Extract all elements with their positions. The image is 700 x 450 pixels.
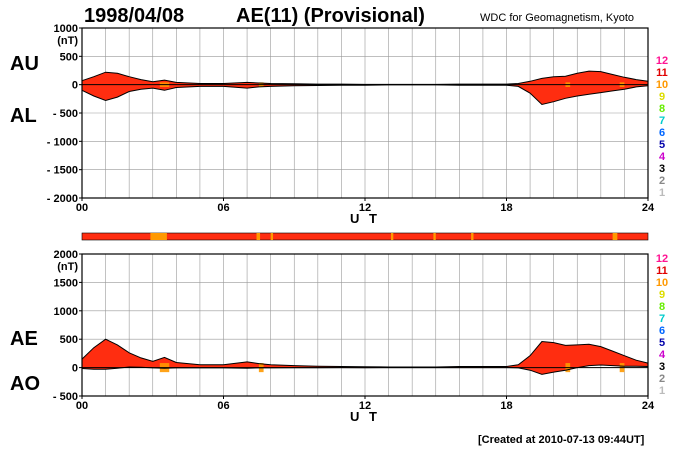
grid-lines bbox=[82, 254, 648, 396]
x-axis-label: U T bbox=[350, 409, 380, 424]
legend-item: 5 bbox=[659, 139, 665, 151]
area-fill bbox=[82, 71, 648, 105]
legend-item: 6 bbox=[659, 127, 665, 139]
y-tick-label: 0 bbox=[72, 80, 78, 92]
x-tick-label: 24 bbox=[642, 400, 655, 412]
x-tick-label: 12 bbox=[359, 202, 371, 214]
data-source-label: WDC for Geomagnetism, Kyoto bbox=[480, 12, 634, 24]
activity-bar-segment bbox=[471, 233, 474, 240]
activity-bar-segment bbox=[270, 233, 274, 240]
y-tick-label: 1000 bbox=[54, 306, 78, 318]
y-tick-label: 0 bbox=[72, 363, 78, 375]
x-tick-label: 18 bbox=[500, 202, 512, 214]
series-label-upper: AU bbox=[10, 53, 39, 75]
y-tick-label: 1500 bbox=[54, 277, 78, 289]
legend-item: 3 bbox=[659, 361, 665, 373]
legend-item: 10 bbox=[656, 277, 668, 289]
activity-bar-segment bbox=[390, 233, 394, 240]
legend-item: 3 bbox=[659, 163, 665, 175]
legend-item: 12 bbox=[656, 253, 668, 265]
units-label: (nT) bbox=[57, 35, 78, 47]
activity-bar-segment bbox=[612, 233, 618, 240]
activity-bar-segment bbox=[433, 233, 436, 240]
x-tick-label: 00 bbox=[76, 202, 88, 214]
y-tick-label: 2000 bbox=[54, 249, 78, 261]
series-label-upper: AE bbox=[10, 328, 38, 350]
activity-bar-base bbox=[81, 232, 649, 241]
grid-lines bbox=[82, 28, 648, 198]
activity-color-bar bbox=[81, 232, 649, 241]
legend-item: 10 bbox=[656, 79, 668, 91]
y-tick-label: - 2000 bbox=[47, 193, 78, 205]
x-tick-label: 18 bbox=[500, 400, 512, 412]
legend-item: 11 bbox=[656, 67, 668, 79]
y-tick-label: - 500 bbox=[53, 391, 78, 403]
x-tick-label: 06 bbox=[217, 202, 229, 214]
y-tick-label: - 500 bbox=[53, 108, 78, 120]
ae-ao-panel: 2000 1500 1000 500 0 - 500 (nT) 00 06 12 18 24 U T AE… bbox=[10, 249, 655, 424]
chart-date: 1998/04/08 bbox=[84, 5, 184, 27]
y-tick-label: - 1500 bbox=[47, 165, 78, 177]
activity-bar-segment bbox=[150, 233, 167, 240]
legend-item: 11 bbox=[656, 265, 668, 277]
legend-item: 6 bbox=[659, 325, 665, 337]
au-al-panel: 1000 500 0 - 500 - 1000 - 1500 - 2000 (nT) 00 06 1… bbox=[10, 23, 655, 226]
legend-item: 8 bbox=[659, 301, 665, 313]
legend-item: 4 bbox=[659, 151, 666, 163]
series-line-ae bbox=[81, 338, 649, 368]
units-label: (nT) bbox=[57, 261, 78, 273]
legend-item: 9 bbox=[659, 91, 665, 103]
created-timestamp: [Created at 2010-07-13 09:44UT] bbox=[478, 434, 645, 446]
x-tick-label: 00 bbox=[76, 400, 88, 412]
legend-item: 2 bbox=[659, 373, 665, 385]
series-label-lower: AO bbox=[10, 373, 40, 395]
y-tick-label: 500 bbox=[60, 334, 78, 346]
legend-item: 9 bbox=[659, 289, 665, 301]
legend-item: 7 bbox=[659, 115, 665, 127]
legend-item: 12 bbox=[656, 55, 668, 67]
legend-item: 1 bbox=[659, 187, 665, 199]
activity-bar-segment bbox=[256, 233, 261, 240]
series-label-lower: AL bbox=[10, 105, 37, 127]
legend-item: 1 bbox=[659, 385, 665, 397]
y-tick-label: - 1000 bbox=[47, 136, 78, 148]
x-tick-label: 24 bbox=[642, 202, 655, 214]
x-axis-label: U T bbox=[350, 211, 380, 226]
legend-item: 2 bbox=[659, 175, 665, 187]
x-tick-label: 06 bbox=[217, 400, 229, 412]
legend-item: 5 bbox=[659, 337, 665, 349]
area-fill bbox=[82, 339, 648, 375]
legend-item: 7 bbox=[659, 313, 665, 325]
x-tick-label: 12 bbox=[359, 400, 371, 412]
chart-title: AE(11) (Provisional) bbox=[236, 5, 425, 27]
legend-item: 4 bbox=[659, 349, 666, 361]
y-tick-label: 1000 bbox=[54, 23, 78, 35]
legend-item: 8 bbox=[659, 103, 665, 115]
y-tick-label: 500 bbox=[60, 51, 78, 63]
